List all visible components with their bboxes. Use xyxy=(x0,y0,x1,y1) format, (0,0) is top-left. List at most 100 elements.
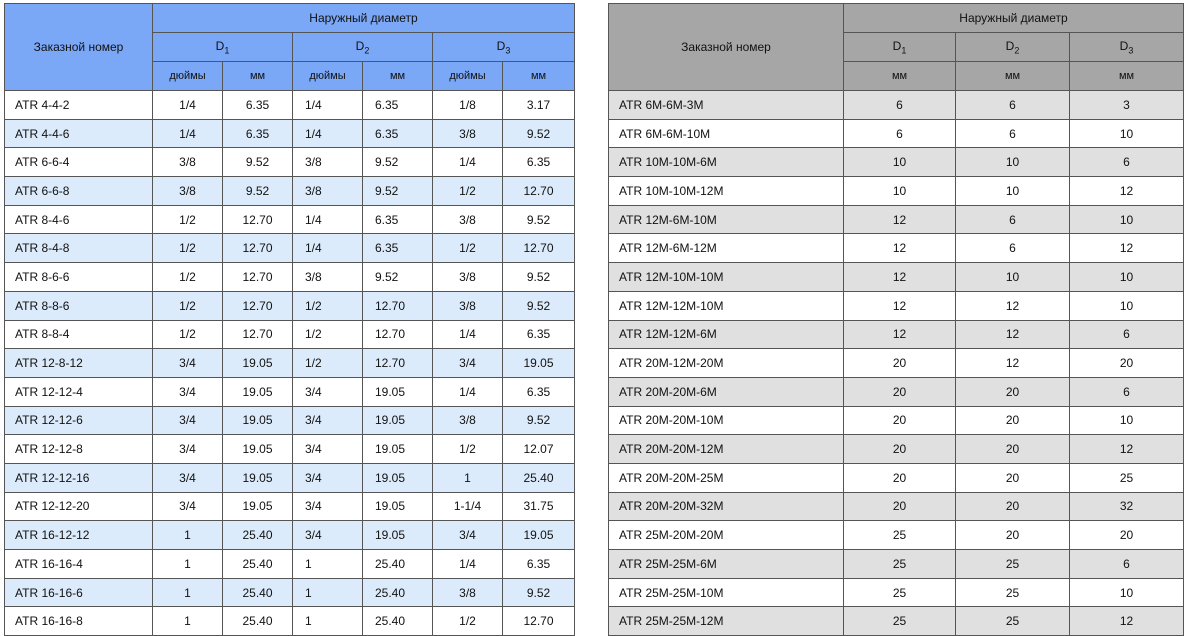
table-cell: 3/8 xyxy=(152,176,223,206)
order-number-cell: ATR 6-6-8 xyxy=(4,176,153,206)
table-cell: 3.17 xyxy=(502,90,575,120)
order-number-cell: ATR 8-4-8 xyxy=(4,233,153,264)
d2-header: D2 xyxy=(292,32,433,62)
table-cell: 20 xyxy=(955,491,1070,522)
order-number-cell: ATR 12-12-6 xyxy=(4,405,153,436)
table-cell: 10 xyxy=(843,176,956,206)
order-number-cell: ATR 8-4-6 xyxy=(4,204,153,235)
table-row: ATR 4-4-6 1/4 6.35 1/4 6.35 3/8 9.52 xyxy=(4,118,575,149)
table-row: ATR 8-8-4 1/2 12.70 1/2 12.70 1/4 6.35 xyxy=(4,319,575,350)
order-number-cell: ATR 8-8-6 xyxy=(4,290,153,321)
order-number-cell: ATR 12M-6M-12M xyxy=(608,233,844,264)
table-cell: 25 xyxy=(955,577,1070,608)
unit-header: мм xyxy=(222,61,293,91)
table-cell: 3/4 xyxy=(432,348,503,378)
order-number-cell: ATR 12M-6M-10M xyxy=(608,204,844,235)
table-cell: 3/4 xyxy=(292,376,363,407)
table-cell: 3/8 xyxy=(432,405,503,436)
table-cell: 1/2 xyxy=(292,348,363,378)
table-cell: 12 xyxy=(843,290,956,321)
table-cell: 6 xyxy=(1069,319,1184,350)
table-cell: 3/8 xyxy=(292,262,363,292)
table-cell: 25.40 xyxy=(222,520,293,550)
table-cell: 12 xyxy=(843,233,956,264)
table-cell: 12 xyxy=(843,204,956,235)
table-cell: 20 xyxy=(955,520,1070,550)
table-cell: 19.05 xyxy=(222,348,293,378)
table-cell: 25.40 xyxy=(222,577,293,608)
order-number-cell: ATR 16-16-4 xyxy=(4,549,153,579)
order-number-cell: ATR 12M-12M-6M xyxy=(608,319,844,350)
table-cell: 1 xyxy=(152,549,223,579)
order-number-cell: ATR 20M-20M-6M xyxy=(608,376,844,407)
order-number-cell: ATR 8-6-6 xyxy=(4,262,153,292)
outer-diameter-header: Наружный диаметр xyxy=(152,3,575,33)
table-row: ATR 12M-6M-10M 12 6 10 xyxy=(608,204,1184,235)
order-number-cell: ATR 20M-20M-10M xyxy=(608,405,844,436)
table-cell: 1/2 xyxy=(152,233,223,264)
table-cell: 3/4 xyxy=(152,376,223,407)
table-row: ATR 6-6-8 3/8 9.52 3/8 9.52 1/2 12.70 xyxy=(4,176,575,206)
table-cell: 25 xyxy=(843,520,956,550)
table-cell: 1/2 xyxy=(152,290,223,321)
table-cell: 9.52 xyxy=(502,577,575,608)
table-cell: 20 xyxy=(843,491,956,522)
table-cell: 1 xyxy=(432,462,503,493)
table-cell: 1/4 xyxy=(292,90,363,120)
table-cell: 1/4 xyxy=(292,233,363,264)
table-cell: 6 xyxy=(843,118,956,149)
table-cell: 3/4 xyxy=(152,491,223,522)
table-cell: 12 xyxy=(955,290,1070,321)
order-number-cell: ATR 20M-20M-25M xyxy=(608,462,844,493)
table-cell: 12 xyxy=(843,262,956,292)
table-cell: 3/8 xyxy=(152,147,223,178)
table-cell: 19.05 xyxy=(222,462,293,493)
table-cell: 3/8 xyxy=(292,147,363,178)
table-cell: 6 xyxy=(1069,376,1184,407)
table-row: ATR 4-4-2 1/4 6.35 1/4 6.35 1/8 3.17 xyxy=(4,90,575,120)
table-row: ATR 10M-10M-12M 10 10 12 xyxy=(608,176,1184,206)
table-cell: 3 xyxy=(1069,90,1184,120)
table-cell: 1 xyxy=(292,549,363,579)
table-cell: 3/8 xyxy=(432,204,503,235)
table-row: ATR 12-12-8 3/4 19.05 3/4 19.05 1/2 12.07 xyxy=(4,434,575,464)
order-number-cell: ATR 12-12-8 xyxy=(4,434,153,464)
table-row: ATR 6M-6M-10M 6 6 10 xyxy=(608,118,1184,149)
table-cell: 9.52 xyxy=(362,262,433,292)
table-cell: 12.07 xyxy=(502,434,575,464)
table-cell: 6.35 xyxy=(502,319,575,350)
order-number-cell: ATR 20M-12M-20M xyxy=(608,348,844,378)
d1-header: D1 xyxy=(152,32,293,62)
table-cell: 10 xyxy=(955,176,1070,206)
table-cell: 19.05 xyxy=(222,434,293,464)
table-cell: 6.35 xyxy=(362,204,433,235)
table-cell: 25.40 xyxy=(362,606,433,636)
unit-header: мм xyxy=(843,61,956,91)
table-cell: 19.05 xyxy=(362,491,433,522)
table-cell: 12 xyxy=(1069,606,1184,636)
order-number-cell: ATR 6-6-4 xyxy=(4,147,153,178)
table-row: ATR 8-6-6 1/2 12.70 3/8 9.52 3/8 9.52 xyxy=(4,262,575,292)
table-row: ATR 20M-20M-6M 20 20 6 xyxy=(608,376,1184,407)
table-cell: 6.35 xyxy=(362,90,433,120)
table-row: ATR 12M-12M-10M 12 12 10 xyxy=(608,290,1184,321)
order-number-header: Заказной номер xyxy=(608,3,844,91)
table-cell: 3/4 xyxy=(152,348,223,378)
table-cell: 20 xyxy=(1069,348,1184,378)
table-row: ATR 12-12-4 3/4 19.05 3/4 19.05 1/4 6.35 xyxy=(4,376,575,407)
order-number-cell: ATR 4-4-6 xyxy=(4,118,153,149)
table-cell: 19.05 xyxy=(222,376,293,407)
table-cell: 10 xyxy=(1069,118,1184,149)
table-cell: 6 xyxy=(843,90,956,120)
table-cell: 1/2 xyxy=(292,319,363,350)
table-cell: 6 xyxy=(1069,147,1184,178)
table-cell: 1/2 xyxy=(432,606,503,636)
order-number-cell: ATR 6M-6M-10M xyxy=(608,118,844,149)
table-cell: 12.70 xyxy=(222,204,293,235)
table-cell: 3/8 xyxy=(432,577,503,608)
table-cell: 12.70 xyxy=(502,606,575,636)
table-row: ATR 12-12-16 3/4 19.05 3/4 19.05 1 25.40 xyxy=(4,462,575,493)
table-cell: 9.52 xyxy=(502,290,575,321)
inch-sizes-table: Заказной номер Наружный диаметр D1 D2 D3… xyxy=(4,3,575,636)
order-number-cell: ATR 6M-6M-3M xyxy=(608,90,844,120)
